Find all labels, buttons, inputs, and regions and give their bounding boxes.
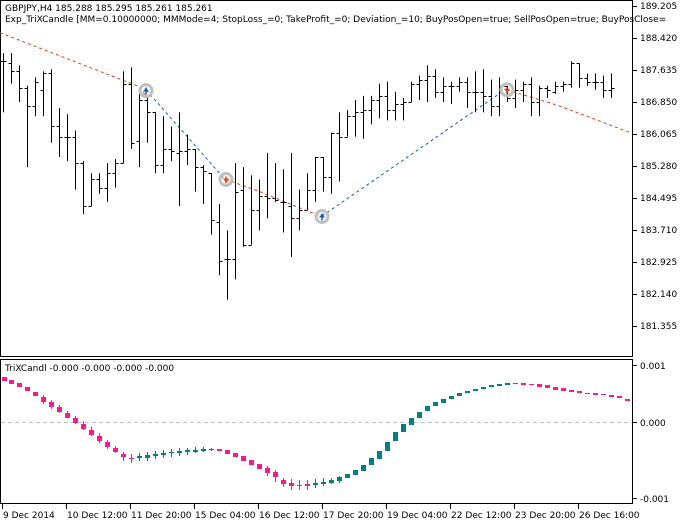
price-tick-label: 187.635	[640, 65, 678, 76]
price-tick-label: 183.710	[640, 225, 678, 236]
price-tick-label: 182.925	[640, 257, 678, 268]
time-tick-label: 16 Dec 12:00	[259, 511, 320, 521]
time-tick-label: 23 Dec 20:00	[515, 511, 576, 521]
trix-candles	[2, 377, 630, 490]
price-tick-label: 182.140	[640, 289, 678, 300]
indicator-tick-label: 0.001	[640, 361, 666, 372]
time-tick-label: 17 Dec 20:00	[323, 511, 384, 521]
time-tick-label: 19 Dec 04:00	[387, 511, 448, 521]
time-axis	[2, 504, 579, 509]
indicator-label: TriXCandl -0.000 -0.000 -0.000 -0.000	[5, 364, 175, 374]
trade-signals	[138, 82, 515, 225]
expert-info: Exp_TriXCandle [MM=0.10000000; MMMode=4;…	[5, 15, 667, 25]
price-tick-label: 186.065	[640, 129, 678, 140]
price-tick-label: 181.355	[640, 321, 678, 332]
price-tick-label: 188.420	[640, 33, 678, 44]
price-axis	[632, 6, 637, 499]
indicator-tick-label: 0.000	[640, 418, 666, 429]
time-tick-label: 22 Dec 12:00	[451, 511, 512, 521]
ohlc-bars	[0, 53, 615, 300]
price-tick-label: 186.850	[640, 97, 678, 108]
price-tick-label: 184.495	[640, 193, 678, 204]
time-tick-label: 15 Dec 04:00	[195, 511, 256, 521]
symbol-info: GBPJPY,H4 185.288 185.295 185.261 185.26…	[5, 4, 213, 14]
price-tick-label: 189.205	[640, 1, 678, 12]
time-tick-label: 9 Dec 2014	[3, 511, 55, 521]
indicator-frame	[0, 359, 633, 504]
main-chart-frame	[0, 0, 633, 357]
time-tick-label: 11 Dec 20:00	[131, 511, 192, 521]
price-tick-label: 185.280	[640, 161, 678, 172]
indicator-tick-label: -0.001	[640, 494, 670, 505]
time-tick-label: 10 Dec 12:00	[67, 511, 128, 521]
time-tick-label: 26 Dec 16:00	[579, 511, 640, 521]
